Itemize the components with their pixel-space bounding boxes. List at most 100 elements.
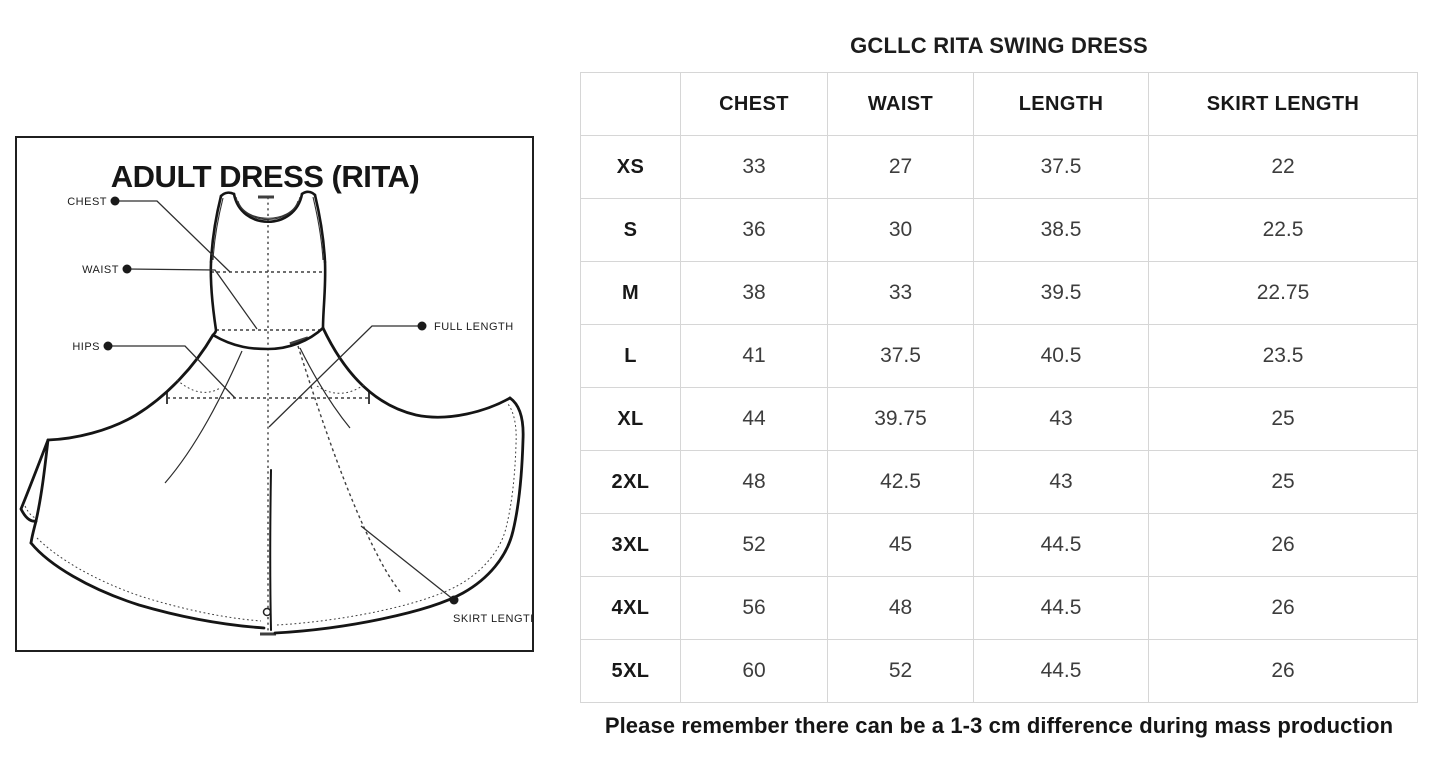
right-hem-stitch bbox=[276, 403, 517, 626]
chest-leader bbox=[115, 200, 231, 273]
diagram-label-skirt-length: SKIRT LENGTH bbox=[453, 613, 532, 625]
left-side-seam bbox=[209, 260, 218, 337]
fold-lines bbox=[164, 347, 351, 484]
measurement-cell: 39.75 bbox=[827, 387, 974, 451]
skirt-left-flap bbox=[19, 438, 50, 523]
skirt-left-hem bbox=[29, 541, 266, 630]
table-row: 3XL 52 45 44.5 26 bbox=[580, 513, 1418, 577]
right-fold bbox=[299, 347, 351, 429]
measurement-cell: 44.5 bbox=[973, 639, 1149, 703]
measurement-cell: 33 bbox=[827, 261, 974, 325]
diagram-title: ADULT DRESS (RITA) bbox=[111, 159, 419, 194]
size-label: 4XL bbox=[580, 576, 681, 640]
chart-title: GCLLC RITA SWING DRESS bbox=[850, 33, 1148, 58]
size-label: 3XL bbox=[580, 513, 681, 577]
measurement-lines bbox=[166, 195, 402, 636]
header-row: CHEST WAIST LENGTH SKIRT LENGTH bbox=[580, 72, 1418, 136]
right-side-seam bbox=[321, 260, 327, 330]
skirt-length-dot bbox=[449, 595, 459, 605]
diagram-label-full-length: FULL LENGTH bbox=[434, 321, 514, 333]
measurement-cell: 60 bbox=[680, 639, 828, 703]
skirt-front-slit bbox=[269, 469, 272, 631]
bodice-outline bbox=[209, 190, 327, 351]
table-row: 4XL 56 48 44.5 26 bbox=[580, 576, 1418, 640]
trim-lines bbox=[212, 196, 324, 261]
size-label: 5XL bbox=[580, 639, 681, 703]
measurement-cell: 30 bbox=[827, 198, 974, 262]
neck-trim-inner bbox=[237, 200, 299, 219]
measurement-cell: 44.5 bbox=[973, 513, 1149, 577]
chest-dot bbox=[110, 196, 120, 206]
skirt-length-line bbox=[297, 345, 402, 594]
measurement-cell: 48 bbox=[680, 450, 828, 514]
column-header-chest: CHEST bbox=[680, 72, 828, 136]
left-fold bbox=[164, 350, 243, 484]
dress-diagram: ADULT DRESS (RITA) bbox=[15, 136, 534, 652]
full-length-dot bbox=[417, 321, 427, 331]
table-row: M 38 33 39.5 22.75 bbox=[580, 261, 1418, 325]
hips-leader bbox=[108, 345, 236, 399]
hips-dot bbox=[103, 341, 113, 351]
measurement-cell: 52 bbox=[680, 513, 828, 577]
left-armhole bbox=[209, 194, 223, 264]
measurement-cell: 40.5 bbox=[973, 324, 1149, 388]
corner-cell bbox=[580, 72, 681, 136]
right-armhole bbox=[313, 193, 327, 264]
size-label: M bbox=[580, 261, 681, 325]
diagram-label-hips: HIPS bbox=[72, 341, 100, 353]
size-table-body: XS 33 27 37.5 22 S 36 30 38.5 22.5 M 38 … bbox=[580, 135, 1418, 703]
column-header-waist: WAIST bbox=[827, 72, 974, 136]
measurement-cell: 39.5 bbox=[973, 261, 1149, 325]
skirt-left-top-edge bbox=[46, 333, 215, 442]
stitch-lines bbox=[24, 379, 517, 626]
measurement-cell: 22.75 bbox=[1148, 261, 1418, 325]
leader-dots bbox=[103, 196, 459, 605]
right-armhole-trim bbox=[312, 196, 324, 261]
measurement-cell: 43 bbox=[973, 387, 1149, 451]
size-label: XL bbox=[580, 387, 681, 451]
table-row: XS 33 27 37.5 22 bbox=[580, 135, 1418, 199]
dress-line-art: ADULT DRESS (RITA) bbox=[19, 159, 532, 636]
measurement-cell: 26 bbox=[1148, 576, 1418, 640]
size-label: S bbox=[580, 198, 681, 262]
measurement-cell: 23.5 bbox=[1148, 324, 1418, 388]
measurement-cell: 48 bbox=[827, 576, 974, 640]
measurement-cell: 43 bbox=[973, 450, 1149, 514]
size-label: L bbox=[580, 324, 681, 388]
waist-dot bbox=[122, 264, 132, 274]
table-row: 5XL 60 52 44.5 26 bbox=[580, 639, 1418, 703]
skirt-outline bbox=[19, 326, 525, 635]
leader-lines bbox=[108, 200, 455, 601]
column-header-skirt-length: SKIRT LENGTH bbox=[1148, 72, 1418, 136]
diagram-label-chest: CHEST bbox=[67, 196, 107, 208]
skirt-right-top-edge bbox=[321, 326, 512, 419]
size-chart-panel: GCLLC RITA SWING DRESS CHEST WAIST LENGT… bbox=[580, 0, 1418, 783]
measurement-cell: 37.5 bbox=[973, 135, 1149, 199]
size-table: CHEST WAIST LENGTH SKIRT LENGTH XS 33 27… bbox=[580, 72, 1418, 703]
skirt-right-hem bbox=[273, 396, 525, 635]
measurement-cell: 38 bbox=[680, 261, 828, 325]
table-row: L 41 37.5 40.5 23.5 bbox=[580, 324, 1418, 388]
measurement-cell: 25 bbox=[1148, 387, 1418, 451]
column-header-length: LENGTH bbox=[973, 72, 1149, 136]
neckline bbox=[232, 192, 304, 224]
left-hip-gather bbox=[176, 379, 221, 393]
size-label: 2XL bbox=[580, 450, 681, 514]
full-length-leader bbox=[268, 325, 422, 428]
measurement-cell: 25 bbox=[1148, 450, 1418, 514]
measurement-cell: 22.5 bbox=[1148, 198, 1418, 262]
measurement-cell: 22 bbox=[1148, 135, 1418, 199]
table-row: S 36 30 38.5 22.5 bbox=[580, 198, 1418, 262]
measurement-cell: 52 bbox=[827, 639, 974, 703]
footnote: Please remember there can be a 1-3 cm di… bbox=[604, 713, 1394, 738]
measurement-cell: 38.5 bbox=[973, 198, 1149, 262]
table-row: XL 44 39.75 43 25 bbox=[580, 387, 1418, 451]
size-label: XS bbox=[580, 135, 681, 199]
table-row: 2XL 48 42.5 43 25 bbox=[580, 450, 1418, 514]
measurement-cell: 33 bbox=[680, 135, 828, 199]
skirt-length-leader bbox=[360, 525, 455, 601]
skirt-flap-join bbox=[29, 519, 38, 545]
hem-marker-circle bbox=[262, 607, 272, 617]
measurement-cell: 44.5 bbox=[973, 576, 1149, 640]
drop-waist-seam bbox=[211, 326, 325, 351]
